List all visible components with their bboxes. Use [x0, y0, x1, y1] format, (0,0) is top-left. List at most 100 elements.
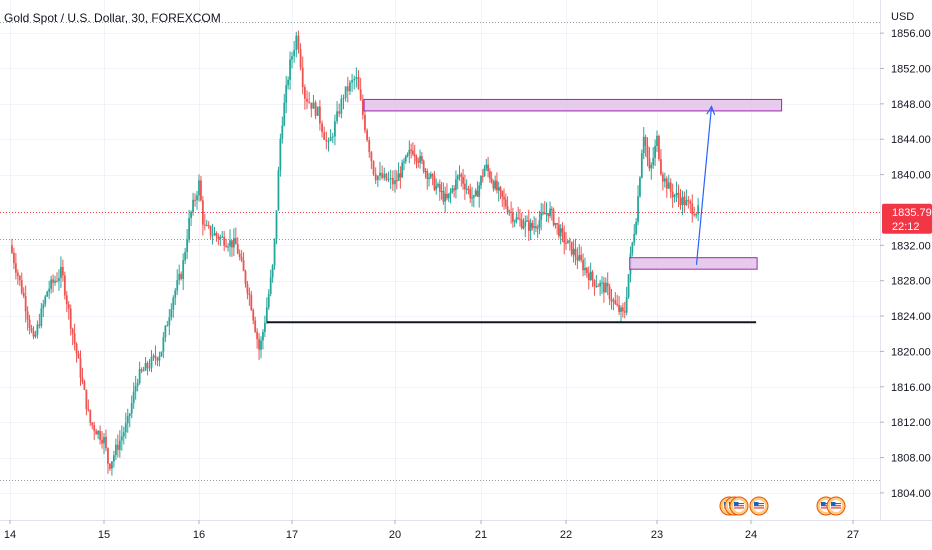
projection-arrow-head[interactable] [706, 105, 716, 116]
candle-body [250, 295, 253, 311]
candle-body [428, 177, 430, 179]
candle-body [234, 238, 237, 245]
candle [451, 185, 454, 194]
candle-body [342, 98, 345, 100]
candle [256, 328, 259, 349]
candle-body [483, 168, 486, 177]
us-flag-icon[interactable] [826, 496, 846, 516]
candle [599, 279, 602, 296]
candle [146, 360, 149, 376]
candle [566, 240, 569, 244]
candle [211, 223, 214, 245]
candle [85, 389, 88, 416]
candle [221, 231, 224, 238]
price-axis[interactable]: 1856.00 1852.00 1848.00 1844.00 1840.00 1832.… [880, 28, 931, 500]
candle-body [318, 106, 321, 124]
x-tick-label: 16 [193, 529, 205, 541]
candle [618, 295, 620, 316]
candle [312, 94, 315, 109]
candle [158, 351, 161, 367]
candle [361, 94, 364, 120]
candle [227, 243, 229, 252]
candle [480, 175, 482, 190]
x-tick-label: 15 [98, 529, 110, 541]
candle [89, 409, 92, 426]
demand-zone-box[interactable] [629, 257, 758, 270]
candle [642, 127, 645, 160]
candle-body [467, 188, 470, 190]
candle [262, 329, 264, 350]
candle-body [67, 304, 70, 309]
flag-stripe [821, 503, 831, 505]
candle-body [458, 174, 461, 176]
candle-body [28, 319, 31, 329]
candle-body [56, 280, 58, 282]
candle-body [387, 178, 390, 180]
resistance-zone-box[interactable] [363, 98, 783, 112]
candle [606, 272, 609, 296]
us-flag-icon[interactable] [749, 496, 769, 516]
candle-body [595, 285, 598, 287]
candle [415, 154, 418, 169]
flag-stripe [831, 503, 841, 505]
flag-stripe [734, 503, 744, 505]
event-icons[interactable] [719, 496, 846, 516]
candle [467, 185, 470, 195]
us-flag-icon[interactable] [729, 496, 749, 516]
candle-body [213, 233, 216, 236]
candle [508, 209, 511, 216]
candle-body [517, 217, 520, 219]
candle [506, 196, 509, 215]
time-axis[interactable]: 14 15 16 17 20 21 22 23 24 27 [4, 520, 859, 541]
candle [355, 67, 358, 88]
candle-body [122, 432, 125, 437]
candle [217, 233, 220, 246]
projection-arrow-line[interactable] [695, 106, 713, 265]
candle-body [312, 102, 315, 109]
candle-body [196, 195, 198, 201]
candle [95, 429, 98, 435]
candle-body [444, 193, 447, 202]
candle [65, 290, 68, 312]
candle [447, 193, 450, 203]
candle-body [203, 224, 206, 226]
candle [646, 137, 649, 167]
candle [413, 144, 416, 165]
candle [561, 222, 564, 243]
candle [656, 130, 658, 152]
candle [342, 94, 345, 110]
candle-body [26, 311, 29, 320]
candle [503, 188, 505, 210]
candle [267, 289, 270, 310]
candle-body [568, 240, 571, 242]
candle [329, 129, 332, 142]
candle-body [58, 278, 60, 281]
candle [621, 302, 624, 318]
candle [440, 181, 443, 200]
candle-body [306, 98, 308, 102]
candle [22, 287, 25, 299]
candle [597, 283, 600, 287]
candle [79, 350, 82, 386]
candle-body [273, 239, 276, 266]
candle [381, 165, 384, 180]
candle-body [453, 188, 456, 191]
candle-body [633, 233, 636, 243]
candle [126, 408, 129, 433]
candle-body [48, 288, 51, 292]
drawings[interactable] [266, 98, 783, 324]
candle-countdown: 22:12 [892, 221, 920, 233]
candle-body [687, 200, 690, 202]
candle [118, 430, 121, 458]
candle [134, 375, 137, 400]
candle-body [281, 125, 284, 139]
candle-body [561, 228, 564, 233]
currency-label: USD [891, 11, 914, 23]
candle-body [576, 256, 579, 261]
candle-body [99, 430, 101, 440]
candle-body [105, 436, 107, 449]
candle-body [385, 173, 388, 180]
